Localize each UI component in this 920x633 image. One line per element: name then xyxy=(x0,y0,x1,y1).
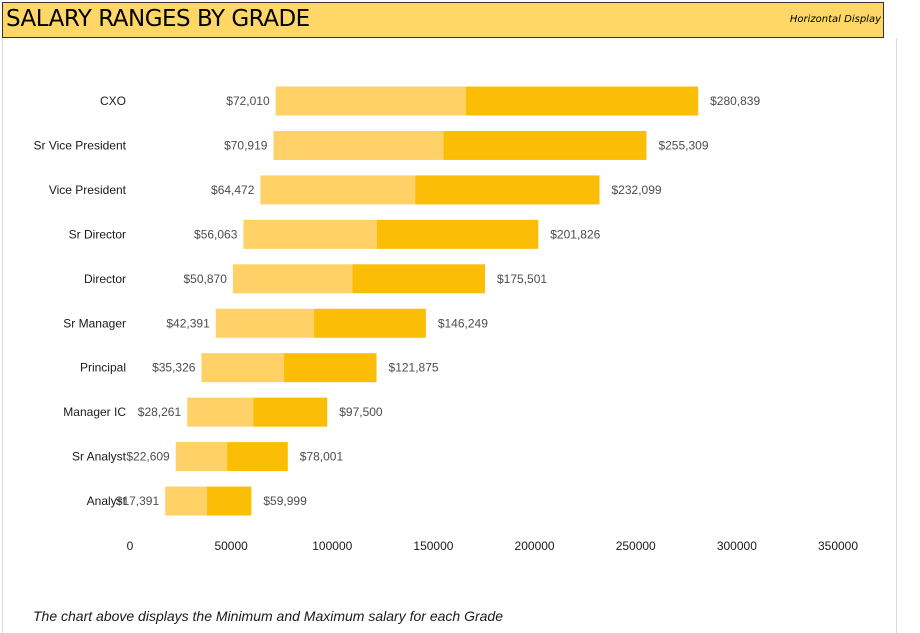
range-bar-lower xyxy=(243,219,377,249)
range-bar-upper xyxy=(465,86,699,116)
category-label: CXO xyxy=(100,94,126,108)
range-bar-upper xyxy=(376,219,539,249)
min-salary-label: $64,472 xyxy=(211,183,255,197)
range-bar-lower xyxy=(260,175,416,205)
x-tick-label: 50000 xyxy=(214,539,248,553)
max-salary-label: $255,309 xyxy=(658,138,708,152)
range-bar-lower xyxy=(273,130,444,160)
range-bar-upper xyxy=(415,175,600,205)
range-bar-upper xyxy=(314,308,426,338)
category-label: Director xyxy=(84,272,126,286)
x-tick-label: 150000 xyxy=(413,539,453,553)
min-salary-label: $35,326 xyxy=(152,361,196,375)
max-salary-label: $280,839 xyxy=(710,94,760,108)
x-tick-label: 200000 xyxy=(515,539,555,553)
max-salary-label: $59,999 xyxy=(263,494,307,508)
title-bar: SALARY RANGES BY GRADE Horizontal Displa… xyxy=(2,2,884,38)
frame-left-border xyxy=(2,38,3,633)
category-label: Analyst xyxy=(87,494,127,508)
min-salary-label: $22,609 xyxy=(126,450,170,464)
x-tick-label: 300000 xyxy=(717,539,757,553)
frame-right-border xyxy=(896,38,897,633)
max-salary-label: $121,875 xyxy=(389,361,439,375)
range-bar-lower xyxy=(201,353,284,383)
category-label: Vice President xyxy=(49,183,127,197)
range-bar-upper xyxy=(253,397,328,427)
min-salary-label: $42,391 xyxy=(166,316,210,330)
range-bar-lower xyxy=(275,86,466,116)
chart-caption: The chart above displays the Minimum and… xyxy=(33,608,503,624)
category-label: Manager IC xyxy=(63,405,126,419)
range-bar-upper xyxy=(443,130,647,160)
range-bar-lower xyxy=(175,442,228,472)
display-mode-note: Horizontal Display xyxy=(789,14,881,25)
x-tick-label: 250000 xyxy=(616,539,656,553)
max-salary-label: $232,099 xyxy=(612,183,662,197)
max-salary-label: $78,001 xyxy=(300,450,344,464)
salary-range-chart: CXO $72,010 $280,839 Sr Vice President $70,9… xyxy=(34,86,858,553)
range-bar-lower xyxy=(232,264,353,294)
range-bar-lower xyxy=(165,486,207,516)
range-bar-lower xyxy=(215,308,315,338)
range-bar-upper xyxy=(206,486,252,516)
x-tick-label: 100000 xyxy=(312,539,352,553)
min-salary-label: $50,870 xyxy=(184,272,228,286)
max-salary-label: $175,501 xyxy=(497,272,547,286)
min-salary-label: $72,010 xyxy=(226,94,270,108)
category-label: Sr Manager xyxy=(63,316,126,330)
min-salary-label: $28,261 xyxy=(138,405,182,419)
category-label: Sr Analyst xyxy=(72,450,127,464)
max-salary-label: $97,500 xyxy=(339,405,383,419)
page-title: SALARY RANGES BY GRADE xyxy=(6,6,310,32)
x-tick-label: 350000 xyxy=(818,539,858,553)
min-salary-label: $70,919 xyxy=(224,138,268,152)
range-bar-upper xyxy=(227,442,288,472)
category-label: Principal xyxy=(80,361,126,375)
category-label: Sr Director xyxy=(69,227,126,241)
max-salary-label: $201,826 xyxy=(550,227,600,241)
category-label: Sr Vice President xyxy=(34,138,127,152)
min-salary-label: $17,391 xyxy=(116,494,160,508)
range-bar-upper xyxy=(283,353,377,383)
x-tick-label: 0 xyxy=(127,539,134,553)
range-bar-upper xyxy=(352,264,486,294)
range-bar-lower xyxy=(187,397,254,427)
min-salary-label: $56,063 xyxy=(194,227,238,241)
max-salary-label: $146,249 xyxy=(438,316,488,330)
